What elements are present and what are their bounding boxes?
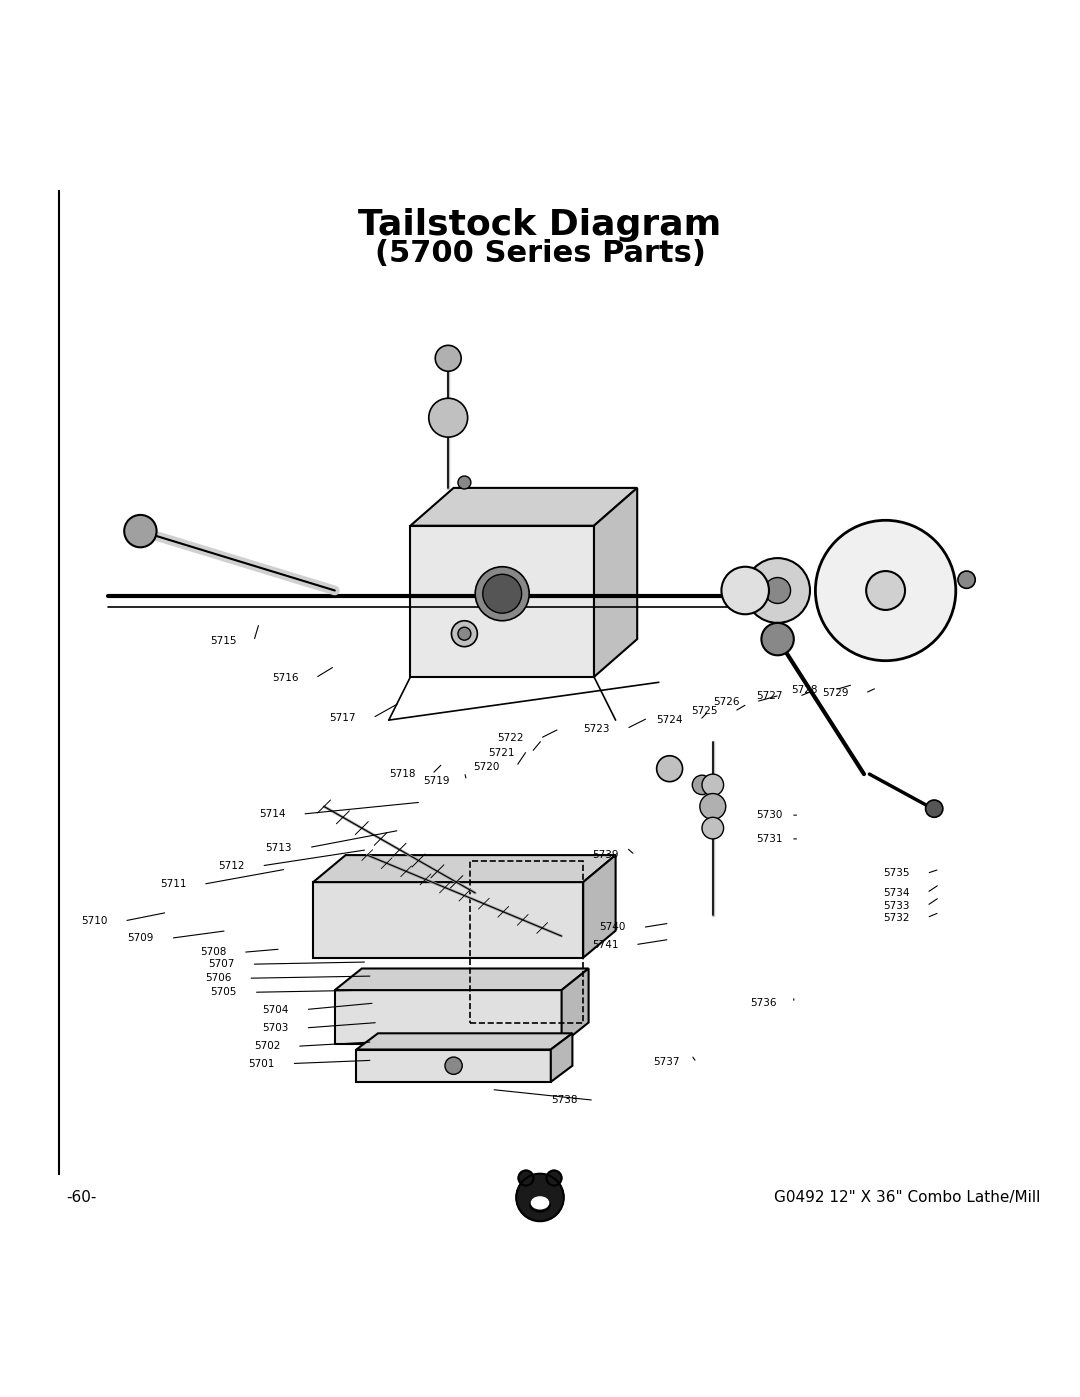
- Text: 5714: 5714: [259, 809, 286, 819]
- Circle shape: [745, 557, 810, 623]
- Polygon shape: [356, 1034, 572, 1049]
- Bar: [335, 990, 562, 1044]
- Circle shape: [815, 520, 956, 661]
- Circle shape: [700, 793, 726, 820]
- Circle shape: [445, 1058, 462, 1074]
- Circle shape: [124, 515, 157, 548]
- Circle shape: [692, 775, 712, 795]
- Circle shape: [657, 756, 683, 782]
- Text: 5726: 5726: [713, 697, 740, 707]
- Text: 5715: 5715: [211, 636, 238, 647]
- Text: 5702: 5702: [254, 1041, 280, 1052]
- Text: 5720: 5720: [473, 761, 499, 771]
- Text: 5730: 5730: [756, 810, 782, 820]
- Bar: [356, 1049, 551, 1081]
- Text: 5734: 5734: [883, 888, 910, 898]
- Polygon shape: [562, 968, 589, 1044]
- Circle shape: [866, 571, 905, 610]
- Text: -60-: -60-: [66, 1190, 96, 1206]
- Circle shape: [546, 1171, 562, 1186]
- Text: 5701: 5701: [248, 1059, 274, 1069]
- Text: 5723: 5723: [583, 724, 610, 733]
- Text: 5704: 5704: [262, 1004, 288, 1014]
- Text: 5719: 5719: [423, 775, 450, 785]
- Text: 5728: 5728: [792, 685, 819, 694]
- Text: 5733: 5733: [883, 901, 910, 911]
- Circle shape: [721, 567, 769, 615]
- Text: 5725: 5725: [691, 707, 718, 717]
- Text: 5705: 5705: [211, 988, 237, 997]
- Polygon shape: [335, 968, 589, 990]
- Circle shape: [702, 817, 724, 840]
- Text: 5738: 5738: [551, 1095, 578, 1105]
- Circle shape: [435, 345, 461, 372]
- Text: Tailstock Diagram: Tailstock Diagram: [359, 208, 721, 243]
- Circle shape: [451, 620, 477, 647]
- Circle shape: [765, 577, 791, 604]
- Text: 5722: 5722: [497, 733, 524, 743]
- Circle shape: [761, 623, 794, 655]
- Circle shape: [475, 567, 529, 620]
- Circle shape: [702, 774, 724, 796]
- Text: 5710: 5710: [81, 916, 107, 926]
- Polygon shape: [594, 488, 637, 678]
- Text: 5717: 5717: [329, 712, 356, 722]
- Text: 5732: 5732: [883, 912, 910, 923]
- Text: 5708: 5708: [200, 947, 226, 957]
- Bar: [410, 525, 594, 678]
- Circle shape: [458, 476, 471, 489]
- Polygon shape: [551, 1034, 572, 1081]
- Bar: [313, 882, 583, 958]
- Text: 5706: 5706: [205, 974, 231, 983]
- Text: 5727: 5727: [756, 692, 783, 701]
- Text: 5737: 5737: [653, 1058, 680, 1067]
- Polygon shape: [583, 855, 616, 958]
- Text: 5713: 5713: [266, 842, 293, 852]
- Text: 5729: 5729: [822, 689, 849, 698]
- Text: G0492 12" X 36" Combo Lathe/Mill: G0492 12" X 36" Combo Lathe/Mill: [774, 1190, 1040, 1206]
- Circle shape: [518, 1171, 534, 1186]
- Text: (5700 Series Parts): (5700 Series Parts): [375, 239, 705, 268]
- Text: 5724: 5724: [657, 715, 684, 725]
- Text: 5718: 5718: [389, 770, 416, 780]
- Circle shape: [458, 627, 471, 640]
- Polygon shape: [313, 855, 616, 882]
- Circle shape: [958, 571, 975, 588]
- Polygon shape: [410, 488, 637, 525]
- Circle shape: [483, 574, 522, 613]
- Text: 5731: 5731: [756, 834, 783, 844]
- Text: 5712: 5712: [218, 861, 245, 870]
- Text: 5711: 5711: [160, 879, 187, 890]
- Text: 5703: 5703: [262, 1023, 288, 1032]
- Text: 5721: 5721: [488, 747, 515, 757]
- Text: 5707: 5707: [208, 960, 234, 970]
- Text: 5716: 5716: [272, 673, 299, 683]
- Ellipse shape: [531, 1197, 549, 1208]
- Text: 5739: 5739: [592, 851, 619, 861]
- Text: 5736: 5736: [751, 997, 778, 1009]
- Text: 5741: 5741: [592, 940, 619, 950]
- Circle shape: [429, 398, 468, 437]
- Text: 5740: 5740: [599, 922, 625, 932]
- Text: 5709: 5709: [127, 933, 153, 943]
- Circle shape: [926, 800, 943, 817]
- Circle shape: [516, 1173, 564, 1221]
- Text: 5735: 5735: [883, 869, 910, 879]
